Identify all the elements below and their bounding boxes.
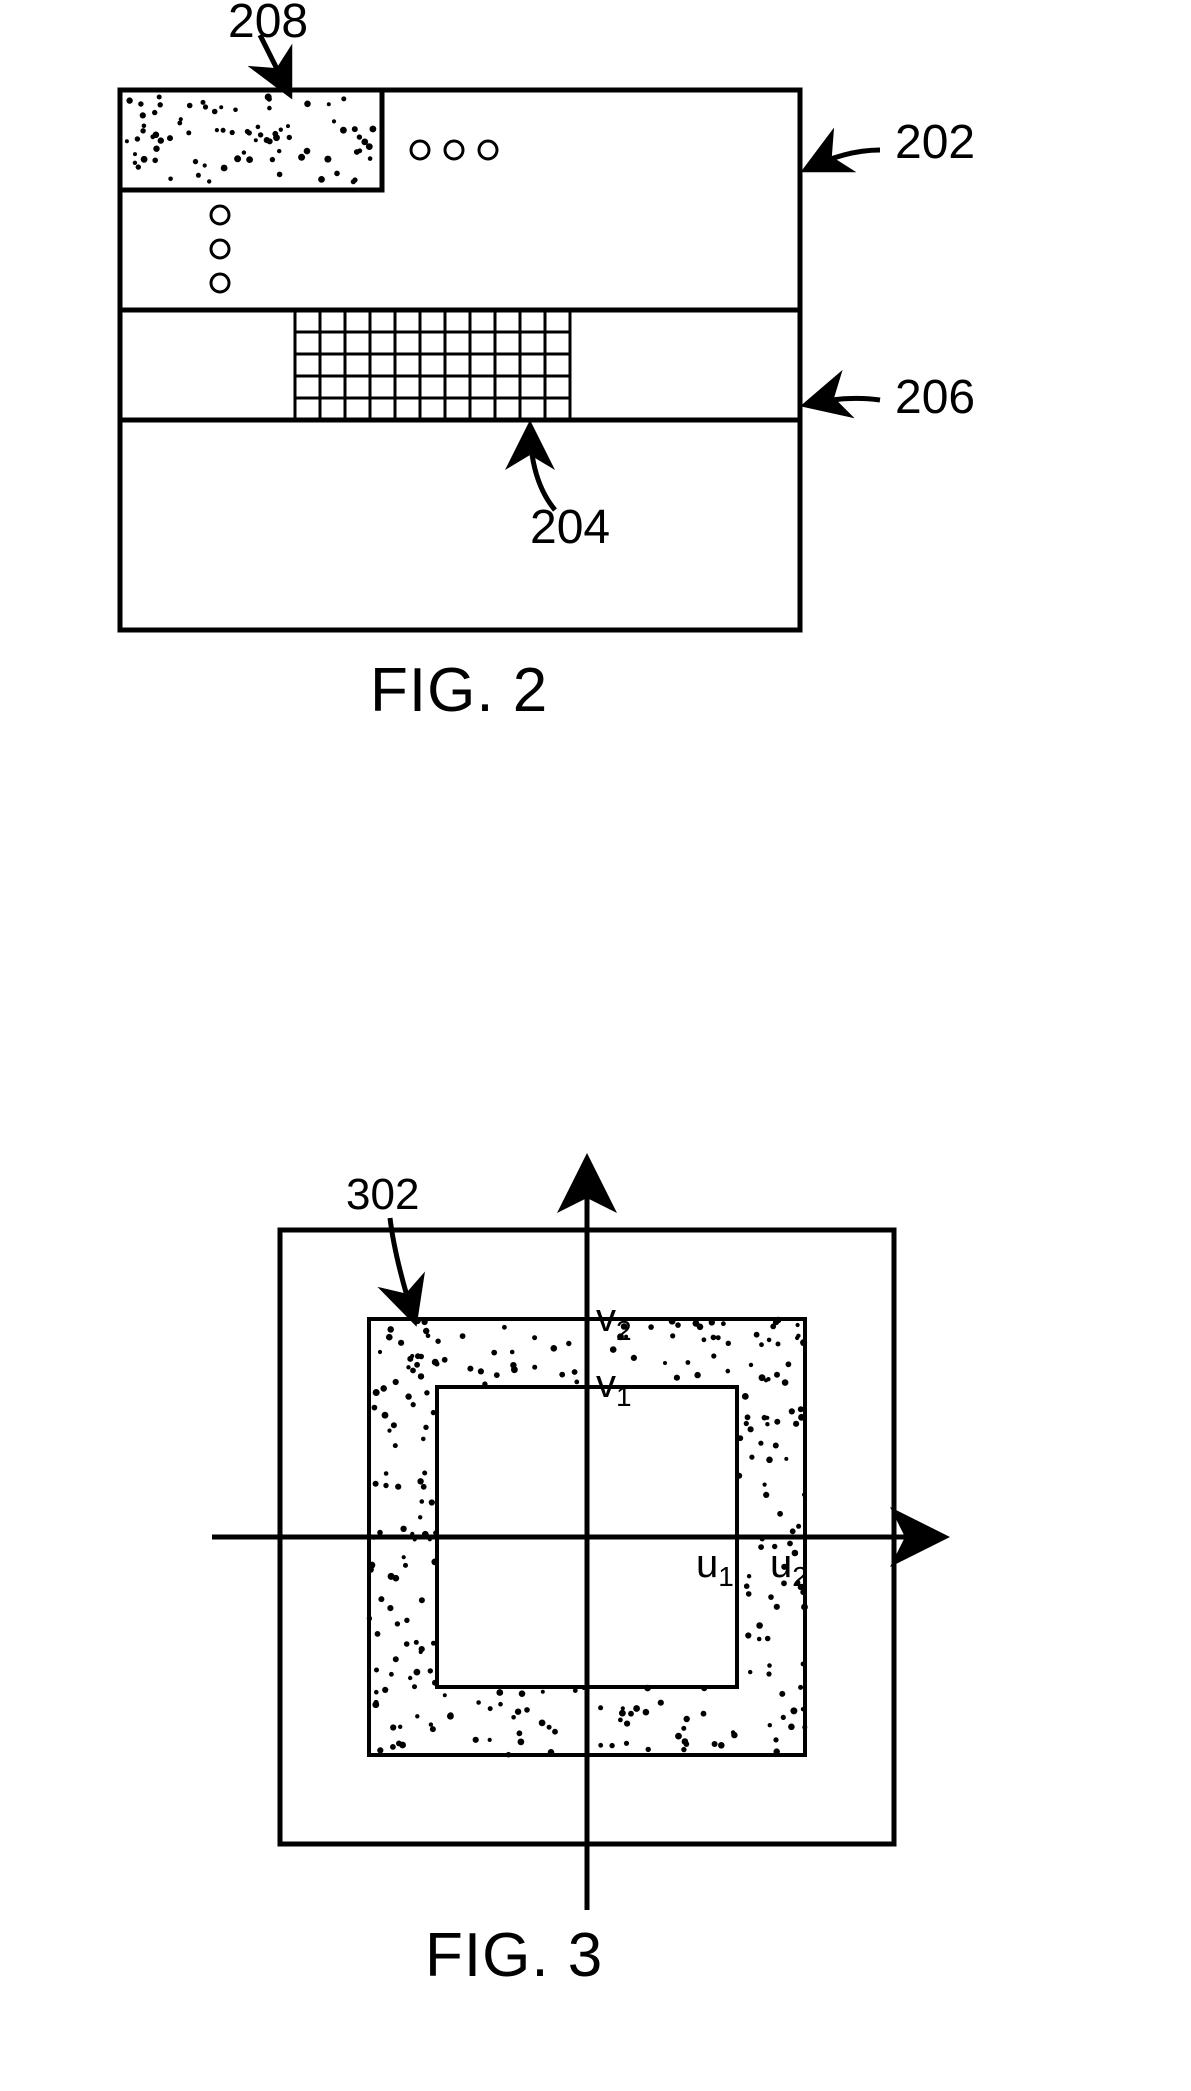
fig3-label-u1: u1 (696, 1542, 734, 1593)
fig3-label-u1-sub: 1 (718, 1561, 734, 1592)
fig3-label-302: 302 (346, 1170, 419, 1220)
fig3-label-v1: v1 (596, 1362, 632, 1413)
fig3-label-v2-sub: 2 (616, 1315, 632, 1346)
fig3-svg (0, 0, 1000, 1990)
fig3-label-u2-sub: 2 (792, 1561, 808, 1592)
fig3-caption: FIG. 3 (425, 1920, 603, 1991)
fig3-label-v2: v2 (596, 1296, 632, 1347)
fig3-label-u2: u2 (770, 1542, 808, 1593)
fig3-arrow-302 (390, 1218, 415, 1322)
fig3-label-v1-sub: 1 (616, 1381, 632, 1412)
